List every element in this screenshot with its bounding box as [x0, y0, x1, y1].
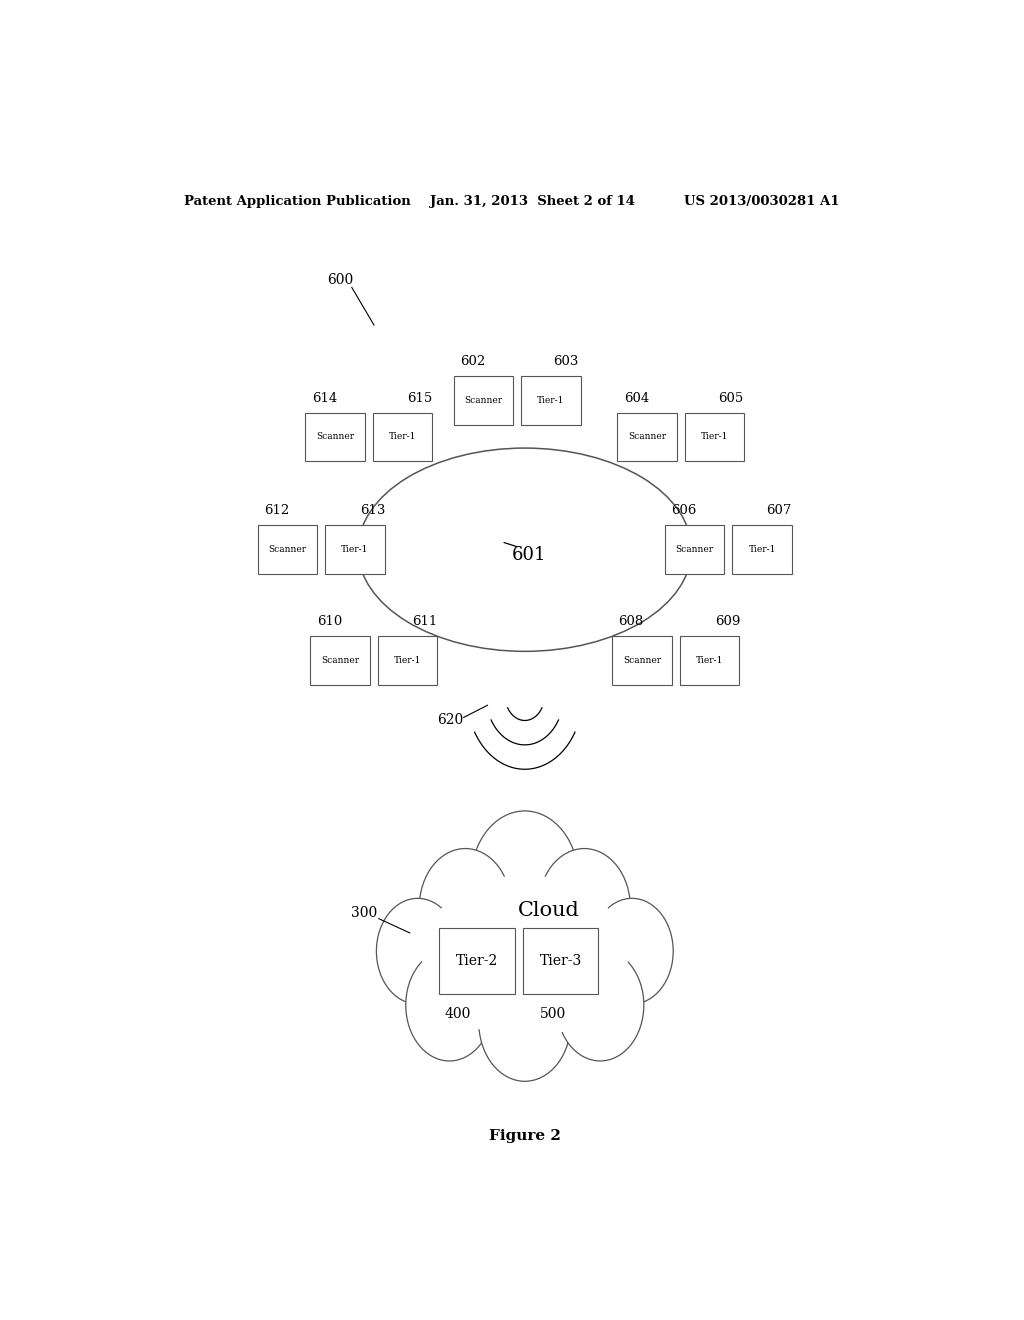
FancyBboxPatch shape: [523, 928, 598, 994]
Text: 615: 615: [408, 392, 433, 405]
Text: Tier-1: Tier-1: [389, 433, 417, 441]
FancyBboxPatch shape: [305, 412, 365, 461]
Circle shape: [557, 949, 644, 1061]
FancyBboxPatch shape: [258, 525, 317, 574]
Text: 400: 400: [444, 1007, 471, 1022]
Text: 620: 620: [437, 714, 463, 727]
FancyBboxPatch shape: [680, 636, 739, 685]
Text: 601: 601: [512, 545, 546, 564]
Text: Scanner: Scanner: [268, 545, 306, 554]
FancyBboxPatch shape: [326, 525, 385, 574]
Circle shape: [377, 899, 459, 1005]
Circle shape: [479, 964, 570, 1081]
Text: 606: 606: [671, 503, 696, 516]
FancyBboxPatch shape: [378, 636, 437, 685]
Text: Tier-3: Tier-3: [540, 954, 582, 969]
FancyBboxPatch shape: [454, 376, 513, 425]
Text: 607: 607: [766, 503, 792, 516]
Text: 600: 600: [327, 273, 353, 288]
Circle shape: [557, 949, 644, 1061]
Text: Scanner: Scanner: [465, 396, 503, 405]
Text: Patent Application Publication: Patent Application Publication: [183, 194, 411, 207]
Text: 612: 612: [264, 503, 290, 516]
Text: 613: 613: [359, 503, 385, 516]
Circle shape: [377, 899, 459, 1005]
Text: Figure 2: Figure 2: [488, 1129, 561, 1143]
Circle shape: [419, 849, 511, 966]
Text: 611: 611: [413, 615, 437, 628]
Circle shape: [591, 899, 673, 1005]
Circle shape: [479, 964, 570, 1081]
Text: 605: 605: [719, 392, 743, 405]
Text: 500: 500: [540, 1007, 565, 1022]
Text: Scanner: Scanner: [676, 545, 714, 554]
FancyBboxPatch shape: [439, 928, 515, 994]
Text: 610: 610: [317, 615, 342, 628]
Circle shape: [419, 849, 511, 966]
Text: 300: 300: [350, 906, 377, 920]
Text: 614: 614: [312, 392, 338, 405]
Text: 608: 608: [618, 615, 644, 628]
Circle shape: [471, 810, 579, 949]
FancyBboxPatch shape: [617, 412, 677, 461]
Circle shape: [406, 949, 494, 1061]
Ellipse shape: [358, 447, 691, 651]
Circle shape: [539, 849, 631, 966]
FancyBboxPatch shape: [685, 412, 744, 461]
Text: Tier-1: Tier-1: [696, 656, 723, 665]
Text: Scanner: Scanner: [316, 433, 354, 441]
Ellipse shape: [422, 875, 628, 1038]
Text: Scanner: Scanner: [624, 656, 662, 665]
Text: Tier-2: Tier-2: [456, 954, 499, 969]
Text: Tier-1: Tier-1: [341, 545, 369, 554]
Circle shape: [539, 849, 631, 966]
Text: Tier-1: Tier-1: [393, 656, 421, 665]
Text: 609: 609: [716, 615, 740, 628]
FancyBboxPatch shape: [665, 525, 724, 574]
Text: 602: 602: [461, 355, 485, 368]
Circle shape: [471, 810, 579, 949]
Text: 604: 604: [624, 392, 649, 405]
FancyBboxPatch shape: [612, 636, 672, 685]
Text: US 2013/0030281 A1: US 2013/0030281 A1: [684, 194, 839, 207]
FancyBboxPatch shape: [373, 412, 432, 461]
FancyBboxPatch shape: [310, 636, 370, 685]
Text: Jan. 31, 2013  Sheet 2 of 14: Jan. 31, 2013 Sheet 2 of 14: [430, 194, 635, 207]
FancyBboxPatch shape: [732, 525, 792, 574]
Text: 603: 603: [553, 355, 579, 368]
Circle shape: [406, 949, 494, 1061]
Text: Tier-1: Tier-1: [538, 396, 564, 405]
Text: Scanner: Scanner: [321, 656, 359, 665]
FancyBboxPatch shape: [521, 376, 581, 425]
Text: Tier-1: Tier-1: [700, 433, 728, 441]
Text: Cloud: Cloud: [518, 902, 580, 920]
Circle shape: [591, 899, 673, 1005]
Text: Tier-1: Tier-1: [749, 545, 776, 554]
Text: Scanner: Scanner: [628, 433, 666, 441]
